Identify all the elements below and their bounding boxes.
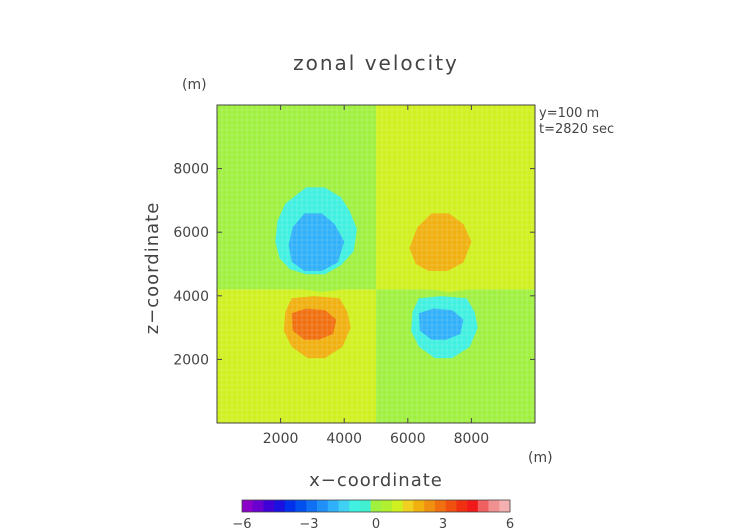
x-axis-ticks: 2000 4000 6000 8000 <box>263 105 489 447</box>
contour-region <box>291 308 337 340</box>
contour-region <box>302 282 343 292</box>
x-tick-label: 2000 <box>263 431 299 447</box>
plot-frame <box>216 104 536 424</box>
colorbar-swatch <box>306 500 318 512</box>
colorbar-tick-label: 0 <box>372 517 380 532</box>
colorbar-tick-label: 6 <box>506 517 514 532</box>
colorbar-swatch <box>327 500 339 512</box>
y-tick-label: 6000 <box>173 225 209 241</box>
chart-title: zonal velocity <box>293 51 459 75</box>
colorbar-swatch <box>284 500 296 512</box>
y-axis-label: z−coordinate <box>142 202 163 335</box>
annotation-time: t=2820 sec <box>539 122 614 137</box>
mesh-grid <box>217 105 535 423</box>
x-tick-label: 8000 <box>454 431 490 447</box>
y-tick-label: 4000 <box>173 289 209 305</box>
colorbar-swatch <box>434 500 446 512</box>
colorbar-swatch <box>295 500 307 512</box>
colorbar-swatch <box>392 500 404 512</box>
colorbar-frame <box>241 499 511 513</box>
colorbar-swatch <box>381 500 393 512</box>
colorbar-tick-label: −3 <box>299 517 318 532</box>
colorbar-swatch <box>349 500 361 512</box>
contour-region <box>409 213 472 271</box>
contour-region <box>418 308 464 340</box>
colorbar-swatch <box>252 500 264 512</box>
colorbar-tick-label: 3 <box>439 517 447 532</box>
y-tick-label: 2000 <box>173 352 209 368</box>
contour-region <box>288 213 345 271</box>
colorbar-swatch <box>274 500 286 512</box>
colorbar-swatch <box>456 500 468 512</box>
colorbar-swatch <box>424 500 436 512</box>
contour-region <box>430 282 470 292</box>
colorbar-swatch <box>488 500 500 512</box>
plot-area: 2000 4000 6000 8000 2000 4000 6000 8000 <box>173 104 536 447</box>
colorbar-swatch <box>370 500 382 512</box>
colorbar-tick-label: −6 <box>232 517 251 532</box>
colorbar-swatch <box>359 500 371 512</box>
colorbar-swatch <box>413 500 425 512</box>
colorbar-swatch <box>317 500 329 512</box>
colorbar-swatch <box>338 500 350 512</box>
x-tick-label: 6000 <box>390 431 426 447</box>
y-tick-label: 8000 <box>173 162 209 178</box>
colorbar: −6 −3 0 3 6 <box>232 499 514 532</box>
velocity-field <box>217 105 535 423</box>
x-axis-label: x−coordinate <box>309 470 443 491</box>
colorbar-swatch <box>499 500 511 512</box>
y-unit-label: (m) <box>182 77 207 93</box>
colorbar-swatch <box>477 500 489 512</box>
colorbar-swatch <box>242 500 254 512</box>
colorbar-swatch <box>445 500 457 512</box>
colorbar-swatch <box>402 500 414 512</box>
x-tick-label: 4000 <box>326 431 362 447</box>
mesh-lines <box>217 105 535 423</box>
colorbar-swatch <box>467 500 479 512</box>
annotation-y-position: y=100 m <box>539 106 599 121</box>
x-unit-label: (m) <box>528 450 553 466</box>
y-axis-ticks: 2000 4000 6000 8000 <box>173 162 535 368</box>
colorbar-swatch <box>263 500 275 512</box>
